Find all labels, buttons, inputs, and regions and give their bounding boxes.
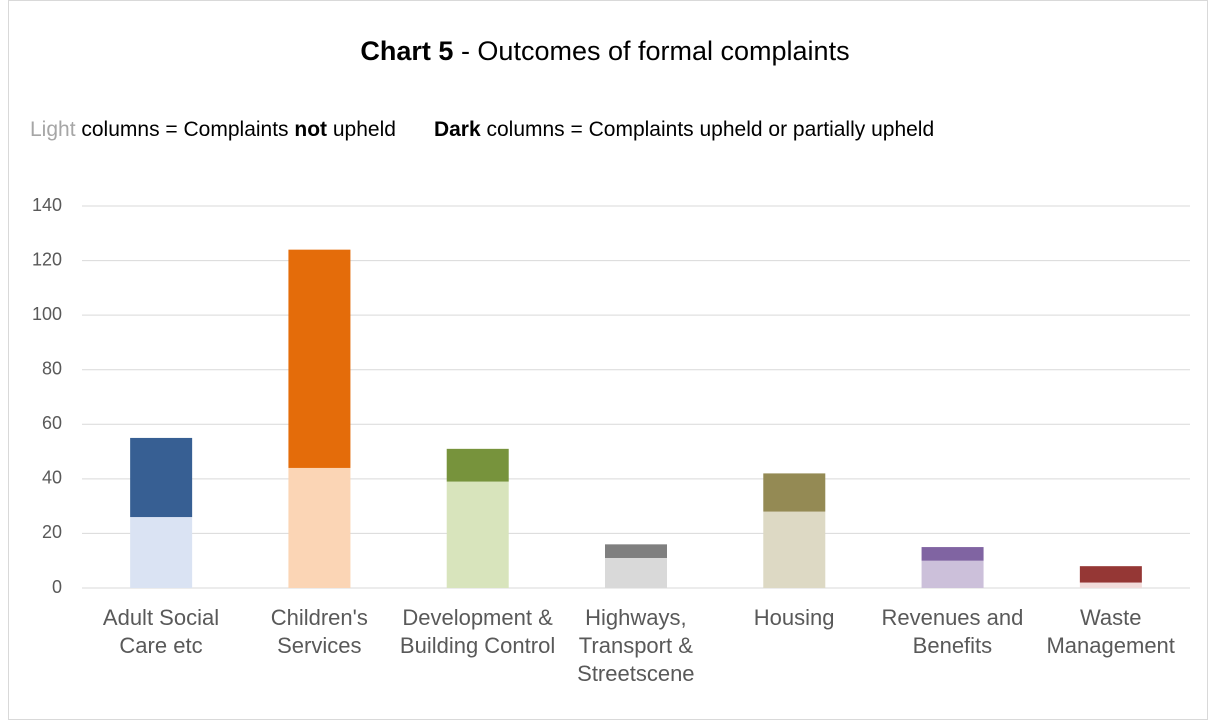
- title-bold: Chart 5: [360, 36, 454, 66]
- legend-bold: not: [294, 118, 328, 141]
- bar-segment: [1079, 582, 1142, 588]
- bar-segment: [288, 249, 351, 468]
- title-rest: - Outcomes of formal complaints: [453, 36, 850, 66]
- bar-segment: [921, 560, 984, 588]
- bar-segment: [921, 547, 984, 561]
- legend-dark-word: Dark: [433, 118, 481, 141]
- x-tick-label: Highways, Transport & Streetscene: [577, 605, 695, 686]
- bar-segment: [763, 473, 826, 512]
- bar-segment: [288, 467, 351, 588]
- y-tick-label: 0: [52, 577, 62, 597]
- bar-segment: [605, 557, 667, 588]
- x-tick-label: Revenues and Benefits: [881, 605, 1024, 658]
- subtitle: Light columns = Complaints not upheld Dar…: [30, 118, 934, 142]
- y-tick-label: 40: [42, 468, 62, 488]
- y-tick-label: 120: [32, 249, 62, 269]
- bar-segment: [130, 437, 193, 518]
- y-tick-label: 60: [42, 413, 62, 433]
- x-tick-label: Children's Services: [270, 605, 368, 658]
- x-tick-label: Waste Management: [1046, 605, 1175, 658]
- y-tick-label: 140: [32, 195, 62, 215]
- x-tick-label: Housing: [753, 605, 835, 630]
- legend-text: upheld: [327, 118, 396, 141]
- bar-segment: [1079, 566, 1142, 583]
- bar-segment: [605, 544, 667, 558]
- x-tick-label: Adult Social Care etc: [102, 605, 220, 658]
- y-tick-label: 80: [42, 358, 62, 378]
- legend-light-word: Light: [30, 118, 76, 141]
- bar-segment: [130, 517, 193, 588]
- legend-text: columns = Complaints upheld or partially…: [480, 118, 935, 141]
- bar-segment: [446, 481, 509, 588]
- y-tick-label: 100: [32, 304, 62, 324]
- legend-text: columns = Complaints: [75, 118, 295, 141]
- x-tick-label: Development & Building Control: [399, 605, 556, 658]
- y-tick-label: 20: [42, 522, 62, 542]
- bar-segment: [446, 448, 509, 482]
- bar-segment: [763, 511, 826, 588]
- chart-title: Chart 5 - Outcomes of formal complaints: [0, 36, 1210, 67]
